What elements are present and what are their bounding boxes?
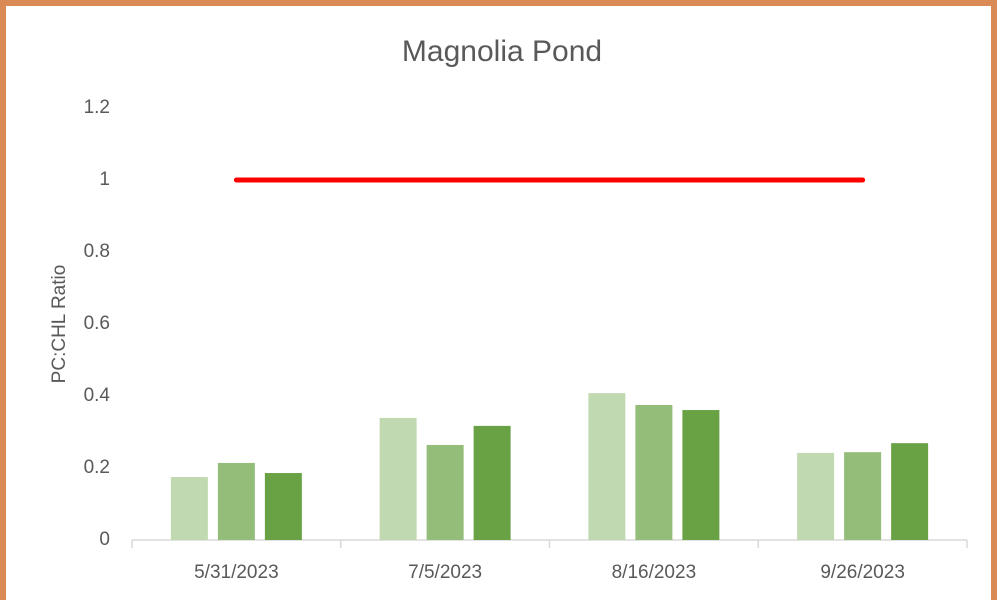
x-tick-label: 5/31/2023 — [194, 562, 279, 583]
chart-title: Magnolia Pond — [402, 35, 602, 68]
bar — [379, 417, 417, 540]
y-tick-label: 0.4 — [84, 385, 111, 406]
bar — [264, 473, 302, 540]
bar — [844, 452, 882, 540]
bar — [635, 405, 673, 540]
y-tick-label: 0 — [99, 529, 110, 550]
x-tick-label: 9/26/2023 — [820, 562, 905, 583]
bar — [170, 477, 208, 540]
x-tick-label: 7/5/2023 — [408, 562, 482, 583]
bar — [426, 444, 464, 540]
bar — [473, 425, 511, 540]
y-tick-label: 1 — [99, 169, 110, 190]
bar — [682, 410, 720, 540]
y-tick-label: 0.6 — [84, 313, 110, 334]
y-tick-label: 0.8 — [84, 241, 110, 262]
bar — [891, 443, 929, 540]
bar — [588, 393, 626, 540]
bar — [217, 462, 255, 540]
y-tick-label: 1.2 — [84, 97, 110, 118]
bar — [797, 452, 835, 540]
x-tick-label: 8/16/2023 — [612, 562, 697, 583]
y-tick-label: 0.2 — [84, 457, 110, 478]
y-axis-label: PC:CHL Ratio — [49, 265, 70, 384]
